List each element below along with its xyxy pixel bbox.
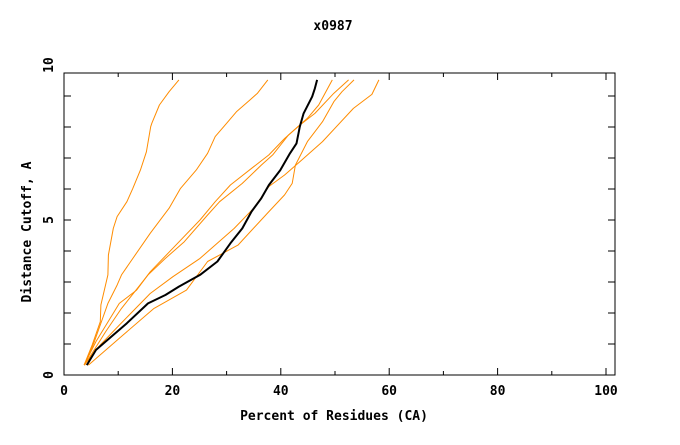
series-line-model-4 xyxy=(83,79,349,366)
series-line-model-5 xyxy=(88,79,355,366)
x-tick-label: 60 xyxy=(381,384,397,399)
series-line-model-2 xyxy=(84,79,269,366)
x-tick-label: 20 xyxy=(165,384,181,399)
x-tick-label: 80 xyxy=(490,384,506,399)
x-tick-label: 100 xyxy=(594,384,618,399)
plot-frame xyxy=(63,72,616,376)
x-axis-label: Percent of Residues (CA) xyxy=(240,409,428,424)
series-line-highlighted-model xyxy=(85,79,319,366)
x-tick-label: 0 xyxy=(60,384,68,399)
axis-ticks: 0 20 40 60 80 100 0 5 10 xyxy=(42,57,618,399)
y-tick-label: 5 xyxy=(42,216,57,224)
y-tick-label: 10 xyxy=(42,57,57,73)
y-axis-label: Distance Cutoff, A xyxy=(20,161,35,302)
series-lines xyxy=(83,79,380,366)
y-tick-label: 0 xyxy=(42,371,57,379)
series-line-model-1 xyxy=(83,79,180,366)
x-tick-label: 40 xyxy=(273,384,289,399)
chart-title: x0987 xyxy=(313,19,352,34)
